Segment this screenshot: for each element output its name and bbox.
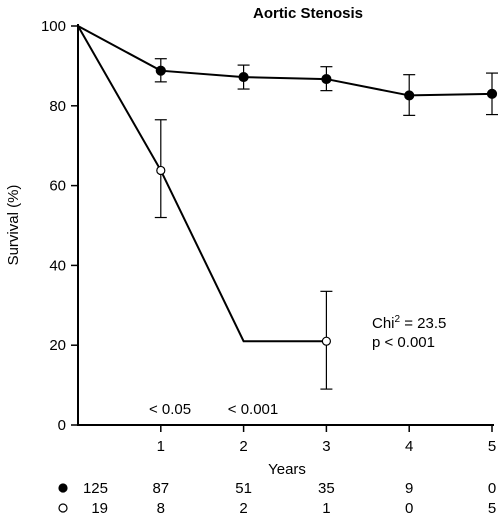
p-value-annotations: < 0.05 < 0.001 [149, 401, 278, 418]
y-tick-label: 80 [49, 98, 66, 115]
data-point-open [321, 336, 331, 346]
y-tick-label: 20 [49, 337, 66, 354]
y-axis-label: Survival (%) [5, 185, 22, 266]
chart-title: Aortic Stenosis [253, 5, 363, 22]
y-tick-label: 0 [58, 417, 66, 434]
risk-count: 1 [322, 500, 330, 517]
chi-square-annotation: Chi2 = 23.5 p < 0.001 [372, 314, 446, 351]
x-ticks: 1 2 3 4 5 [157, 425, 496, 455]
risk-count: 35 [318, 480, 335, 497]
risk-legend-open-marker [58, 503, 68, 513]
numbers-at-risk: 125 87 51 35 9 0 19 8 2 1 0 5 [58, 480, 496, 517]
risk-count: 2 [239, 500, 247, 517]
x-tick-label: 1 [157, 438, 165, 455]
chi-square-superscript: 2 [395, 314, 401, 325]
p-value-label-year2: < 0.001 [228, 401, 278, 418]
y-tick-label: 40 [49, 257, 66, 274]
risk-count: 19 [91, 500, 108, 517]
y-tick-label: 100 [41, 18, 66, 35]
chi-square-value: = 23.5 [400, 315, 446, 332]
data-point-filled [486, 88, 498, 99]
data-point-filled [321, 73, 332, 85]
risk-count: 5 [488, 500, 496, 517]
risk-count: 0 [405, 500, 413, 517]
risk-count: 87 [152, 480, 169, 497]
x-axis-label: Years [268, 461, 306, 478]
series-line-1 [77, 25, 493, 97]
y-tick-label: 60 [49, 178, 66, 195]
p-value-label-year1: < 0.05 [149, 401, 191, 418]
data-point-filled [238, 71, 249, 83]
series-layer [77, 25, 498, 390]
x-tick-label: 2 [239, 438, 247, 455]
chi-square-p-value: p < 0.001 [372, 334, 435, 351]
data-point-filled [155, 65, 166, 76]
chi-square-prefix: Chi [372, 315, 395, 332]
series-line-2 [77, 25, 327, 343]
risk-count: 125 [83, 480, 108, 497]
x-tick-label: 5 [488, 438, 496, 455]
risk-count: 51 [235, 480, 252, 497]
x-tick-label: 4 [405, 438, 413, 455]
data-point-filled [404, 90, 415, 101]
risk-legend-filled-marker [58, 483, 68, 493]
y-ticks: 0 20 40 60 80 100 [41, 18, 78, 434]
risk-count: 8 [157, 500, 165, 517]
risk-count: 9 [405, 480, 413, 497]
x-tick-label: 3 [322, 438, 330, 455]
risk-count: 0 [488, 480, 496, 497]
data-point-open [156, 165, 166, 176]
chi-square-text: Chi2 = 23.5 [372, 314, 446, 332]
